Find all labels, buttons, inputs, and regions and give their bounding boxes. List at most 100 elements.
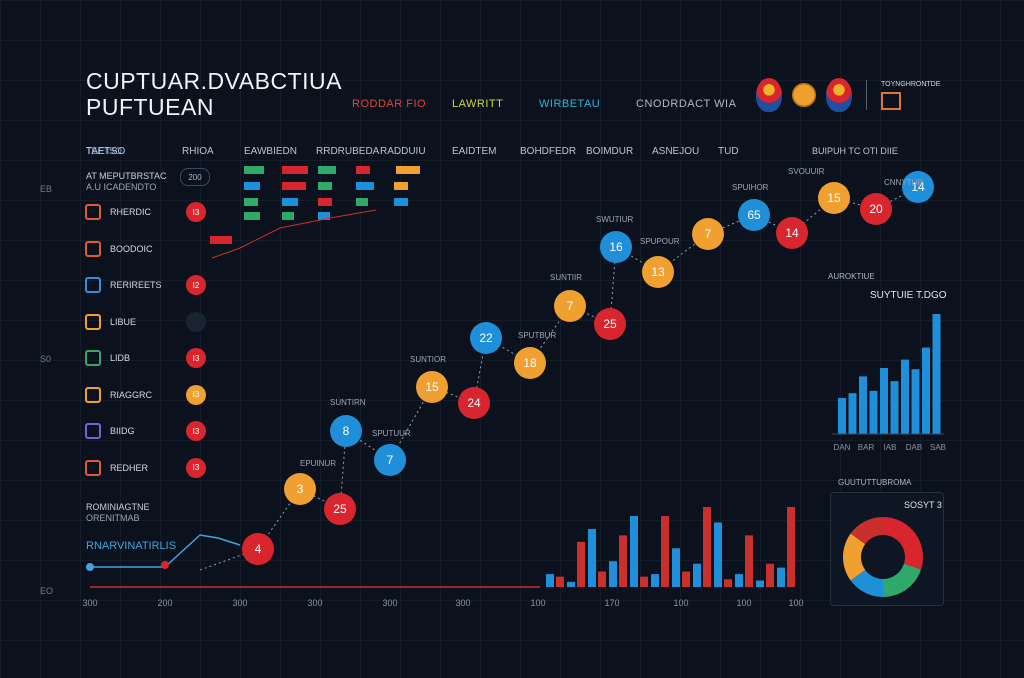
scatter-point-label: 7 (705, 227, 712, 241)
row-app-icon[interactable] (85, 386, 101, 403)
sidebar-caption-1: AT MEPUTBRSTAC (86, 171, 167, 181)
bar-panel-header: AUROKTIUE (828, 272, 875, 281)
x-tick-label: 300 (82, 598, 97, 608)
mini-bar-cell (356, 166, 370, 174)
series-label: RNARVINATIRLIS (86, 540, 177, 552)
scatter-point-label: 3 (297, 482, 304, 496)
right-bar (869, 390, 878, 434)
annotation-label: SWUTIUR (596, 215, 634, 224)
header-label-1[interactable]: RODDAR FIO (352, 98, 427, 110)
annotation-label: SPUIHOR (732, 183, 769, 192)
annotation-label: SVOUUIR (788, 167, 825, 176)
right-bar-tick: BAR (858, 443, 875, 452)
column-header[interactable]: RADDUIU (380, 146, 426, 157)
scatter-point (284, 473, 316, 505)
scatter-point-label: 24 (467, 396, 481, 410)
right-bar (932, 314, 941, 434)
header-label-4[interactable]: CNODRDACT WIA (636, 98, 737, 110)
mini-bar-cell (244, 182, 260, 190)
bottom-bar (703, 507, 711, 587)
bottom-bar (693, 563, 701, 587)
row-app-icon[interactable] (85, 350, 101, 366)
mini-bar-cell (244, 198, 258, 206)
column-header[interactable]: EAIDTEM (452, 146, 497, 157)
x-tick-label: 300 (232, 598, 247, 608)
mini-bar-cell (244, 166, 264, 174)
bottom-bar (546, 574, 554, 587)
mini-bar-cell (282, 212, 294, 220)
x-tick-label: 300 (307, 598, 322, 608)
column-header[interactable]: EAWBIEDN (244, 146, 297, 157)
scatter-point (860, 193, 892, 225)
bottom-bar (766, 563, 774, 587)
row-app-icon[interactable] (85, 277, 101, 293)
left-axis-tick-1: EB (40, 184, 53, 194)
left-axis-tick-2: S0 (40, 354, 52, 364)
row-app-icon[interactable] (85, 240, 101, 257)
scatter-point (374, 444, 406, 476)
column-header[interactable]: TAETSO (86, 146, 126, 157)
bottom-bar (777, 567, 785, 587)
bottom-bar (661, 516, 669, 587)
left-axis-tick-3: EO (40, 586, 54, 596)
header-label-3[interactable]: WIRBETAU (539, 98, 601, 110)
mini-bar-cell (318, 212, 330, 220)
square-icon (881, 91, 901, 110)
column-header[interactable]: ASNEJOU (652, 146, 700, 157)
scatter-point (416, 371, 448, 403)
scatter-point-label: 18 (523, 356, 537, 370)
row-label: BOODOIC (110, 243, 153, 254)
right-bar (880, 368, 888, 434)
mini-bar-cell (282, 182, 306, 190)
donut-slice (850, 569, 883, 597)
column-header[interactable]: RRDRUBEDA (316, 146, 380, 157)
trophy-logo-icon-2 (826, 78, 852, 112)
bar-panel-title: SUYTUIE T.DGO (870, 290, 947, 301)
row-badge (186, 311, 206, 332)
x-tick-label: 100 (673, 598, 688, 608)
header-label-2[interactable]: LAWRITT (452, 98, 504, 110)
right-bar-tick: SAB (930, 443, 946, 452)
logo-group: TOYNGHRONTDE (756, 78, 940, 112)
right-bar (922, 347, 930, 434)
right-bar (859, 376, 867, 434)
x-tick-label: 300 (455, 598, 470, 608)
column-header[interactable]: BOHDFEDR (520, 146, 577, 157)
scatter-point (818, 182, 850, 214)
row-label: RHERDIC (110, 207, 152, 217)
corner-label: TOYNGHRONTDE (881, 80, 941, 88)
bottom-bar (682, 571, 690, 587)
donut-chart (843, 517, 923, 597)
row-app-icon[interactable] (85, 204, 101, 220)
donut-slice (883, 563, 922, 597)
scatter-point (738, 199, 770, 231)
scatter-point-label: 14 (911, 180, 925, 194)
right-bar (848, 393, 857, 434)
mini-bar-cell (210, 236, 232, 244)
x-tick-label: 170 (604, 598, 619, 608)
row-app-icon[interactable] (85, 313, 101, 330)
scatter-point (324, 493, 356, 525)
column-header[interactable]: RHIOA (182, 146, 214, 157)
bottom-bar (714, 522, 722, 587)
row-app-icon[interactable] (85, 459, 101, 476)
row-badge: I3 (186, 348, 206, 368)
trend-line (199, 186, 919, 571)
scatter-point (242, 533, 274, 565)
column-header[interactable]: TUD (718, 146, 739, 157)
bottom-left-caption-1: ROMINIAGTNE (86, 502, 150, 512)
mini-bar-cell (394, 182, 408, 190)
bottom-bar (787, 507, 795, 587)
corner-box[interactable]: TOYNGHRONTDE (881, 81, 940, 110)
scatter-points: 4 3 8 25 7 15 24 22 18 7 25 16 13 7 65 14 15 20 14 (242, 171, 934, 565)
scatter-point-label: 4 (255, 542, 262, 556)
mini-bar-table (210, 166, 420, 259)
top-right-header: BUIPUH TC OTI DIIE (812, 146, 898, 156)
sidebar-caption-2: A.U ICADENDTO (86, 182, 157, 192)
column-header[interactable]: BOIMDUR (586, 146, 634, 157)
row-app-icon[interactable] (85, 423, 101, 439)
bottom-bar (567, 581, 575, 587)
scatter-point-label: 14 (785, 226, 799, 240)
mini-bar-cell (282, 166, 308, 174)
